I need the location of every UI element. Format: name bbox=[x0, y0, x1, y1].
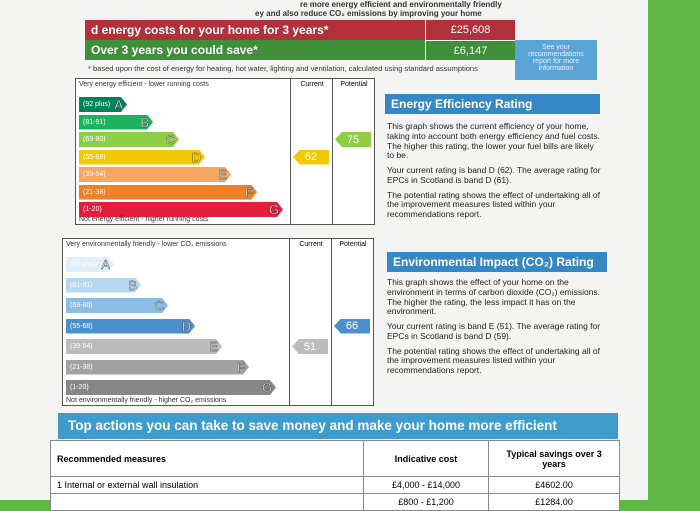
paragraph: The potential rating shows the effect of… bbox=[387, 345, 600, 376]
save-label: Over 3 years you could save* bbox=[85, 40, 425, 60]
rating-band: (21-38) F bbox=[79, 185, 257, 200]
paragraph: This graph shows the current efficiency … bbox=[387, 121, 600, 161]
current-rating: 51 bbox=[292, 339, 328, 354]
cost: £4,000 - £14,000 bbox=[362, 476, 490, 494]
band-range: (92 plus) bbox=[70, 261, 98, 268]
rating-band: (39-54) E bbox=[66, 339, 222, 354]
rating-band: (92 plus) A bbox=[66, 257, 114, 272]
rating-band: (21-38) F bbox=[66, 360, 249, 375]
band-range: (1-20) bbox=[70, 384, 89, 391]
potential-header: Potential bbox=[331, 239, 374, 405]
top-label: Very environmentally friendly - lower CO… bbox=[66, 241, 227, 248]
band-letter: A bbox=[114, 97, 123, 112]
rating-band: (81-91) B bbox=[66, 278, 141, 293]
band-range: (81-91) bbox=[70, 281, 93, 289]
band-letter: F bbox=[237, 359, 245, 375]
potential-header: Potential bbox=[332, 79, 375, 224]
actions-title: Top actions you can take to save money a… bbox=[58, 413, 618, 439]
actions-table: Recommended measures Indicative cost Typ… bbox=[50, 440, 620, 511]
bottom-label: Not environmentally friendly - higher CO… bbox=[66, 397, 227, 404]
rating-band: (39-54) E bbox=[79, 167, 231, 182]
band-letter: B bbox=[140, 114, 149, 130]
total-cost: £25,608 bbox=[425, 20, 515, 40]
rating-band: (69-80) C bbox=[79, 132, 179, 147]
band-range: (69-80) bbox=[83, 136, 106, 143]
band-letter: B bbox=[128, 277, 137, 293]
measure: 1 Internal or external wall insulation bbox=[50, 476, 364, 494]
column-header: Typical savings over 3 years bbox=[488, 440, 620, 477]
band-letter: F bbox=[245, 184, 253, 200]
rating-band: (1-20) G bbox=[66, 380, 276, 395]
band-letter: D bbox=[181, 318, 191, 334]
paragraph: The potential rating shows the effect of… bbox=[387, 189, 600, 220]
rating-band: (1-20) G bbox=[79, 202, 283, 217]
rating-band: (69-80) C bbox=[66, 298, 168, 313]
rating-band: (55-68) D bbox=[66, 319, 195, 334]
energy-chart: Very energy efficient - lower running co… bbox=[75, 78, 375, 225]
potential-rating: 66 bbox=[334, 318, 370, 334]
column-header: Indicative cost bbox=[362, 440, 490, 477]
paragraph: This graph shows the effect of your home… bbox=[387, 277, 601, 317]
paragraph: Your current rating is band D (62). The … bbox=[387, 165, 601, 185]
rating-band: (81-91) B bbox=[79, 115, 153, 130]
environment-chart: Very environmentally friendly - lower CO… bbox=[62, 238, 374, 406]
band-letter: A bbox=[101, 257, 110, 272]
see-report: See your recommendations report for more… bbox=[515, 40, 597, 80]
page: { "header": { "intro_lines": ["re more e… bbox=[0, 0, 648, 511]
measure-cell bbox=[50, 493, 364, 511]
paragraph: Your current rating is band E (51). The … bbox=[387, 321, 601, 341]
environment-heading: Environmental Impact (CO₂) Rating bbox=[387, 252, 607, 272]
saving: £4602.00 bbox=[488, 476, 620, 494]
footnote: * based upon the cost of energy for heat… bbox=[88, 64, 478, 73]
band-range: (21-38) bbox=[83, 188, 106, 196]
costs-label: d energy costs for your home for 3 years… bbox=[85, 20, 425, 40]
document-sheet: re more energy efficient and environment… bbox=[0, 0, 648, 511]
rating-band: (55-68) D bbox=[79, 150, 205, 165]
band-range: (55-68) bbox=[83, 153, 106, 161]
band-letter: C bbox=[154, 298, 164, 313]
saving: £1284.00 bbox=[488, 493, 620, 511]
rating-band: (92 plus) A bbox=[79, 97, 127, 112]
band-range: (69-80) bbox=[70, 302, 93, 309]
saving: £6,147 bbox=[425, 40, 515, 60]
current-header: Current bbox=[289, 239, 332, 405]
environment-text: This graph shows the effect of your home… bbox=[387, 277, 609, 381]
cost: £800 - £1,200 bbox=[362, 493, 490, 511]
band-range: (55-68) bbox=[70, 322, 93, 330]
band-letter: E bbox=[218, 167, 227, 182]
current-rating: 62 bbox=[293, 149, 329, 165]
top-label: Very energy efficient - lower running co… bbox=[79, 81, 209, 88]
band-range: (81-91) bbox=[83, 118, 106, 126]
column-header: Recommended measures bbox=[50, 440, 364, 477]
energy-text: This graph shows the current efficiency … bbox=[387, 121, 602, 225]
band-letter: G bbox=[261, 380, 272, 395]
potential-rating: 75 bbox=[335, 132, 371, 147]
band-letter: C bbox=[165, 132, 175, 147]
bottom-label: Not energy efficient - higher running co… bbox=[79, 216, 209, 223]
energy-heading: Energy Efficiency Rating bbox=[385, 94, 600, 114]
band-range: (39-54) bbox=[70, 343, 93, 350]
intro-line: re more energy efficient and environment… bbox=[300, 0, 502, 9]
band-range: (39-54) bbox=[83, 171, 106, 178]
band-range: (92 plus) bbox=[83, 101, 111, 108]
band-range: (21-38) bbox=[70, 363, 93, 371]
band-letter: E bbox=[209, 339, 218, 354]
intro-line: ey and also reduce CO₂ emissions by impr… bbox=[255, 9, 482, 18]
current-header: Current bbox=[290, 79, 333, 224]
band-letter: D bbox=[191, 149, 201, 165]
band-range: (1-20) bbox=[83, 206, 102, 213]
band-letter: G bbox=[268, 202, 279, 217]
